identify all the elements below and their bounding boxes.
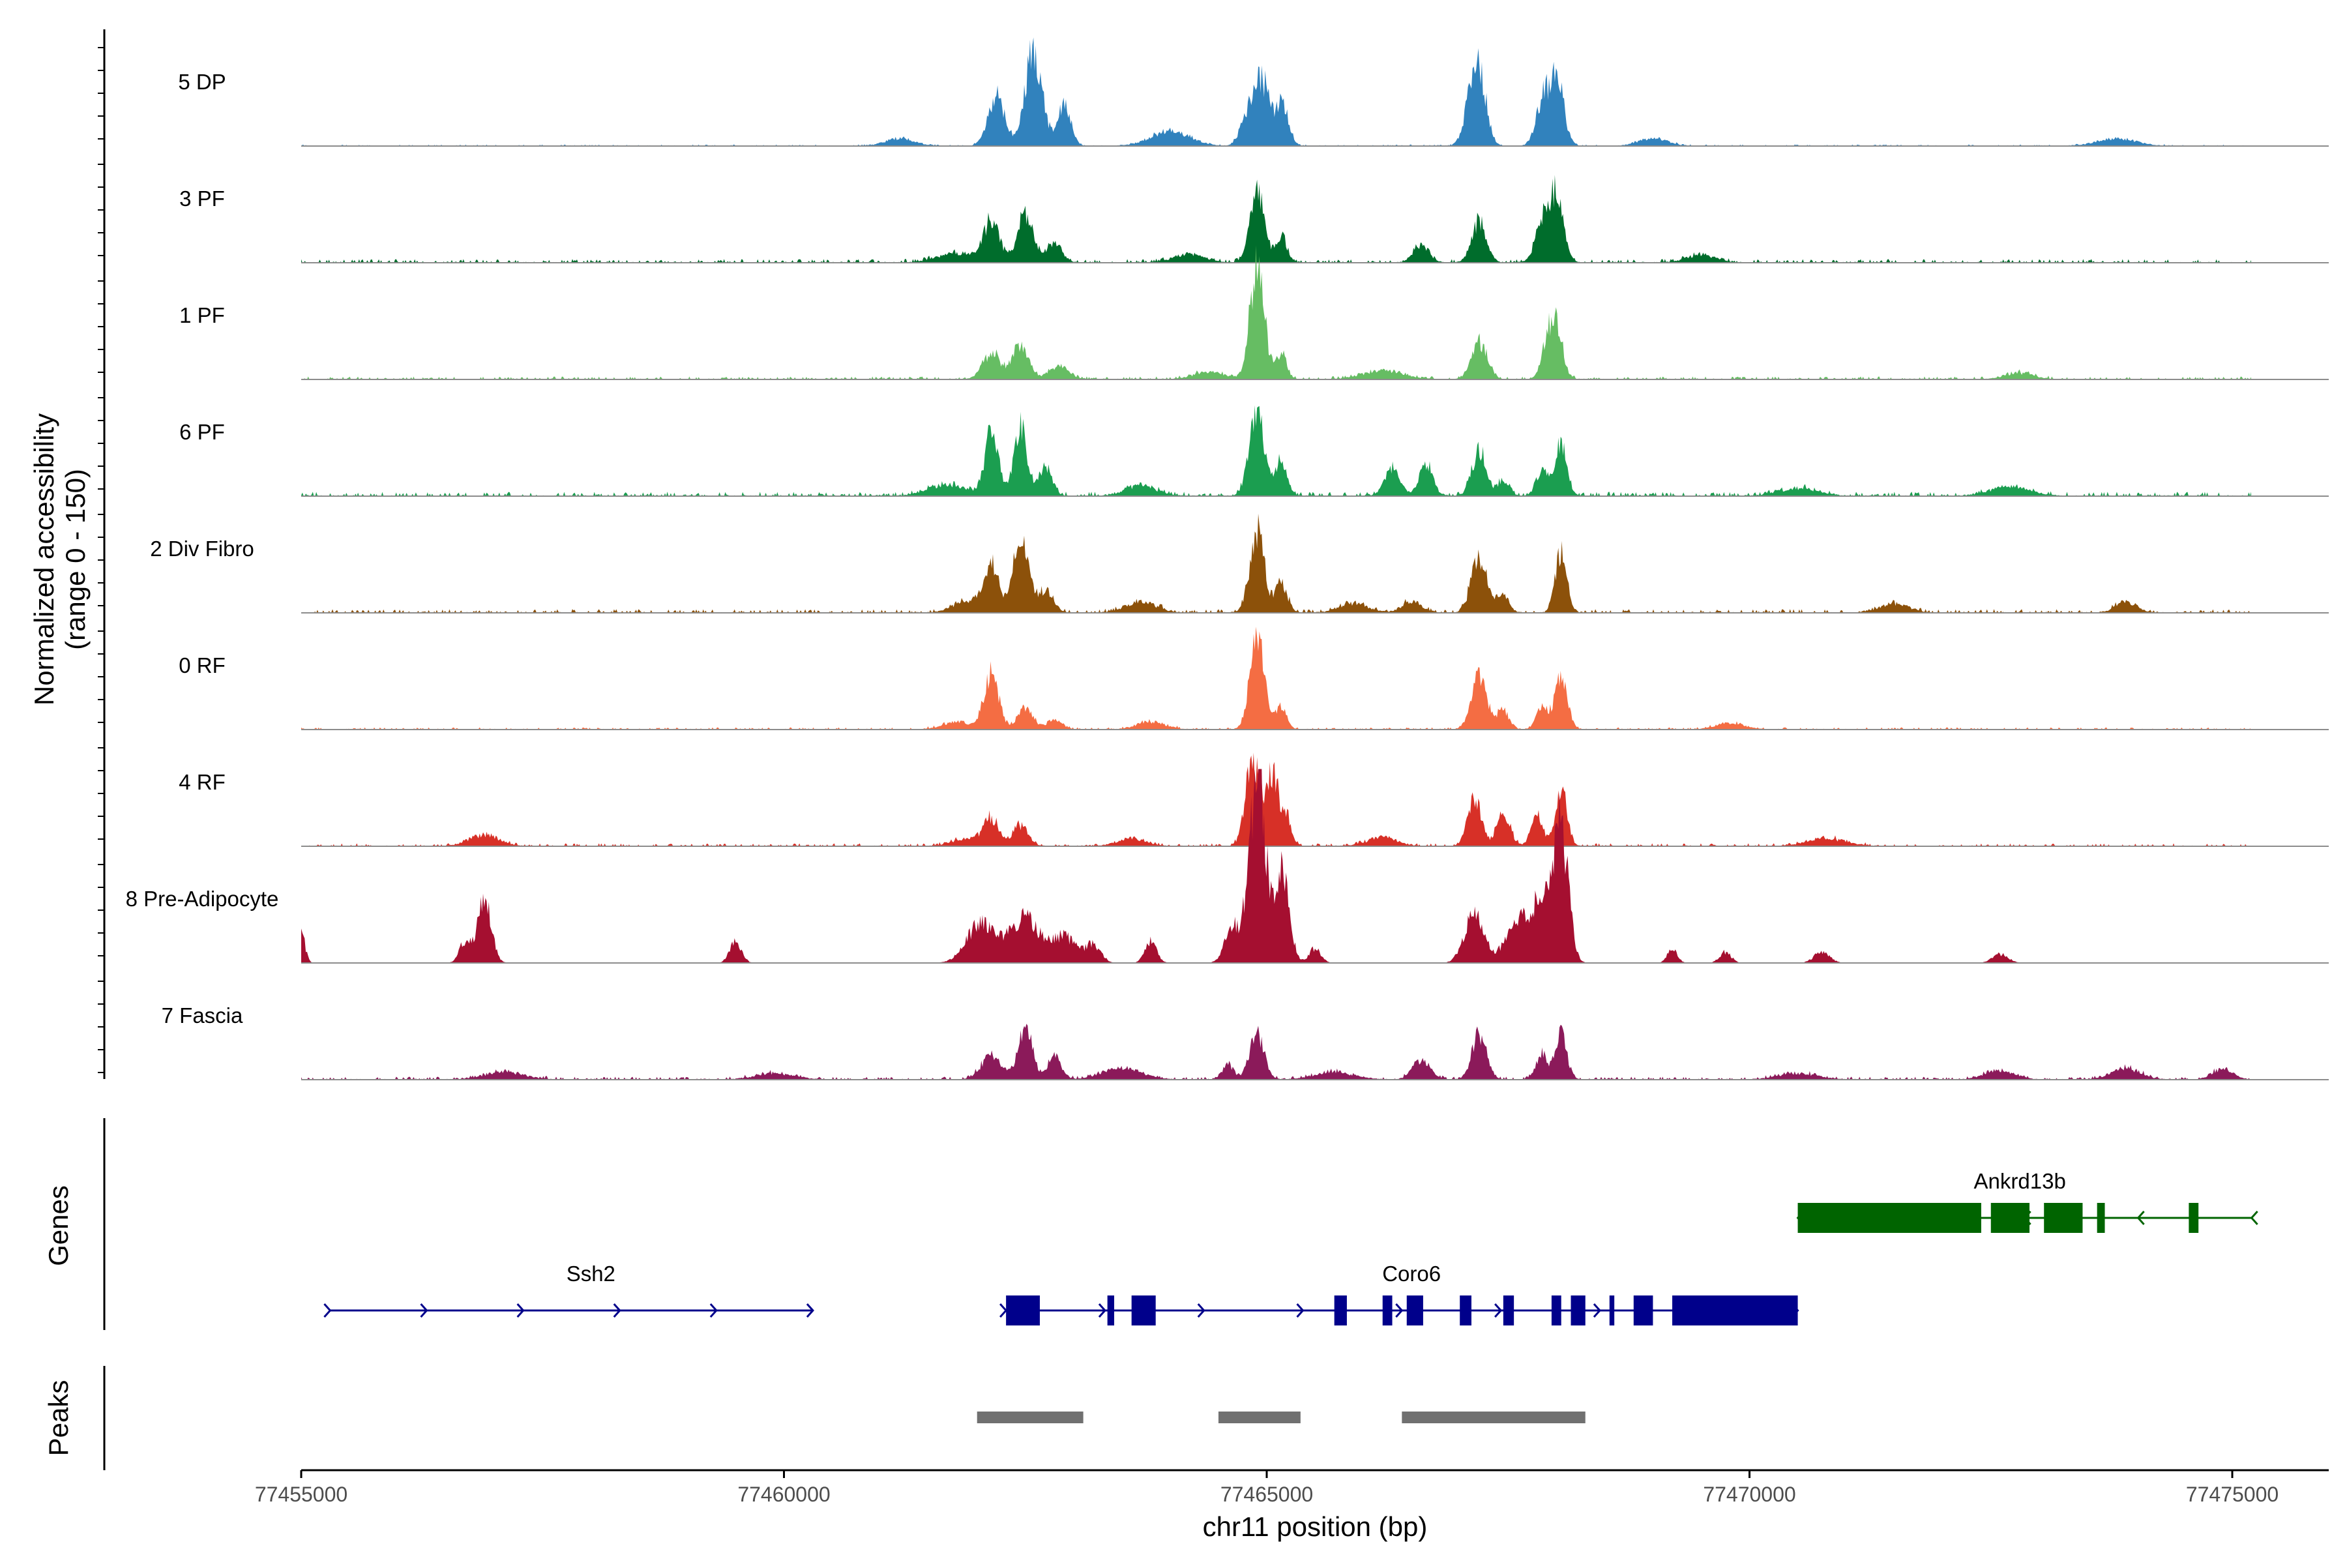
coverage-area [301, 405, 2251, 496]
track-3: 6 PF [179, 405, 2329, 497]
strand-arrow [1791, 1303, 1799, 1318]
genes-layer: Ssh2 Coro6 Ankrd13b [323, 1169, 2258, 1325]
x-tick-label: 77455000 [255, 1483, 347, 1506]
track-1: 3 PF [179, 175, 2329, 263]
strand-arrow [1197, 1303, 1205, 1318]
gene-exon [1460, 1295, 1471, 1325]
coverage-area [301, 245, 2251, 379]
gene-exon [2189, 1203, 2199, 1233]
strand-arrow [806, 1303, 814, 1318]
gene-exon [1609, 1295, 1615, 1325]
strand-arrow [1692, 1303, 1700, 1318]
genes-panel-label: Genes [43, 1185, 74, 1266]
peaks-layer [977, 1412, 1586, 1423]
track-label: 2 Div Fibro [150, 537, 254, 561]
coverage-area [301, 175, 2251, 263]
coverage-area [301, 513, 2251, 613]
gene-ankrd13b[interactable]: Ankrd13b [1796, 1169, 2258, 1233]
strand-arrow [2023, 1210, 2031, 1226]
strand-arrow [709, 1303, 718, 1318]
track-8: 7 Fascia [162, 1003, 2329, 1080]
x-tick-label: 77475000 [2186, 1483, 2279, 1506]
track-6: 4 RF [179, 752, 2329, 847]
strand-arrow [613, 1303, 621, 1318]
strand-arrow [1296, 1303, 1305, 1318]
x-tick-label: 77470000 [1703, 1483, 1795, 1506]
gene-exon [1406, 1295, 1423, 1325]
gene-coro6[interactable]: Coro6 [999, 1262, 1799, 1325]
track-label: 4 RF [179, 770, 226, 794]
gene-exon [1797, 1203, 1981, 1233]
peak-region[interactable] [1402, 1412, 1586, 1423]
strand-arrow [1098, 1303, 1106, 1318]
track-5: 0 RF [179, 627, 2329, 730]
peak-region[interactable] [1218, 1412, 1301, 1423]
gene-exon [1503, 1295, 1514, 1325]
strand-arrow [516, 1303, 525, 1318]
y-axis-title-line2: (range 0 - 150) [60, 469, 91, 650]
gene-ssh2[interactable]: Ssh2 [323, 1262, 814, 1318]
track-label: 6 PF [179, 420, 225, 444]
track-7: 8 Pre-Adipocyte [126, 769, 2329, 964]
track-label: 8 Pre-Adipocyte [126, 887, 279, 911]
gene-exon [1672, 1295, 1798, 1325]
gene-exon [1107, 1295, 1115, 1325]
peaks-panel-label: Peaks [43, 1380, 74, 1457]
strand-arrow [2250, 1210, 2258, 1226]
x-tick-label: 77465000 [1220, 1483, 1313, 1506]
gene-exon [2097, 1203, 2105, 1233]
strand-arrow [1796, 1210, 1805, 1226]
coverage-area [301, 752, 2251, 846]
tracks-layer: 5 DP 3 PF 1 PF 6 PF 2 Div Fibro 0 RF 4 RF 8 Pre… [126, 37, 2329, 1080]
gene-exon [1334, 1295, 1347, 1325]
gene-exon [2044, 1203, 2083, 1233]
track-2: 1 PF [179, 245, 2329, 380]
track-4: 2 Div Fibro [150, 513, 2329, 614]
strand-arrow [1593, 1303, 1601, 1318]
x-ticks-layer: 77455000 77460000 77465000 77470000 77475000 [98, 47, 2279, 1506]
gene-exon [1633, 1295, 1653, 1325]
coverage-area [301, 769, 2251, 963]
y-axis-title-line1: Normalized accessibility [29, 413, 59, 705]
strand-arrow [1395, 1303, 1404, 1318]
strand-arrow [323, 1303, 332, 1318]
gene-label: Ssh2 [567, 1262, 615, 1286]
gene-exon [1382, 1295, 1393, 1325]
strand-arrow [420, 1303, 428, 1318]
x-axis-title: chr11 position (bp) [1203, 1511, 1428, 1542]
coverage-area [301, 1024, 2251, 1080]
strand-arrow [1910, 1210, 1918, 1226]
track-label: 1 PF [179, 303, 225, 327]
gene-exon [1006, 1295, 1040, 1325]
gene-label: Ankrd13b [1974, 1169, 2066, 1193]
track-label: 0 RF [179, 653, 226, 677]
track-0: 5 DP [178, 37, 2329, 147]
gene-exon [1990, 1203, 2030, 1233]
track-label: 5 DP [178, 70, 226, 94]
coverage-area [301, 37, 2251, 146]
coverage-area [301, 627, 2251, 730]
gene-label: Coro6 [1382, 1262, 1441, 1286]
strand-arrow [999, 1303, 1008, 1318]
gene-exon [1551, 1295, 1561, 1325]
gene-exon [1131, 1295, 1156, 1325]
track-label: 7 Fascia [162, 1003, 243, 1028]
gene-exon [1571, 1295, 1586, 1325]
peak-region[interactable] [977, 1412, 1084, 1423]
track-label: 3 PF [179, 186, 225, 211]
strand-arrow [2136, 1210, 2145, 1226]
strand-arrow [1494, 1303, 1503, 1318]
x-tick-label: 77460000 [737, 1483, 830, 1506]
